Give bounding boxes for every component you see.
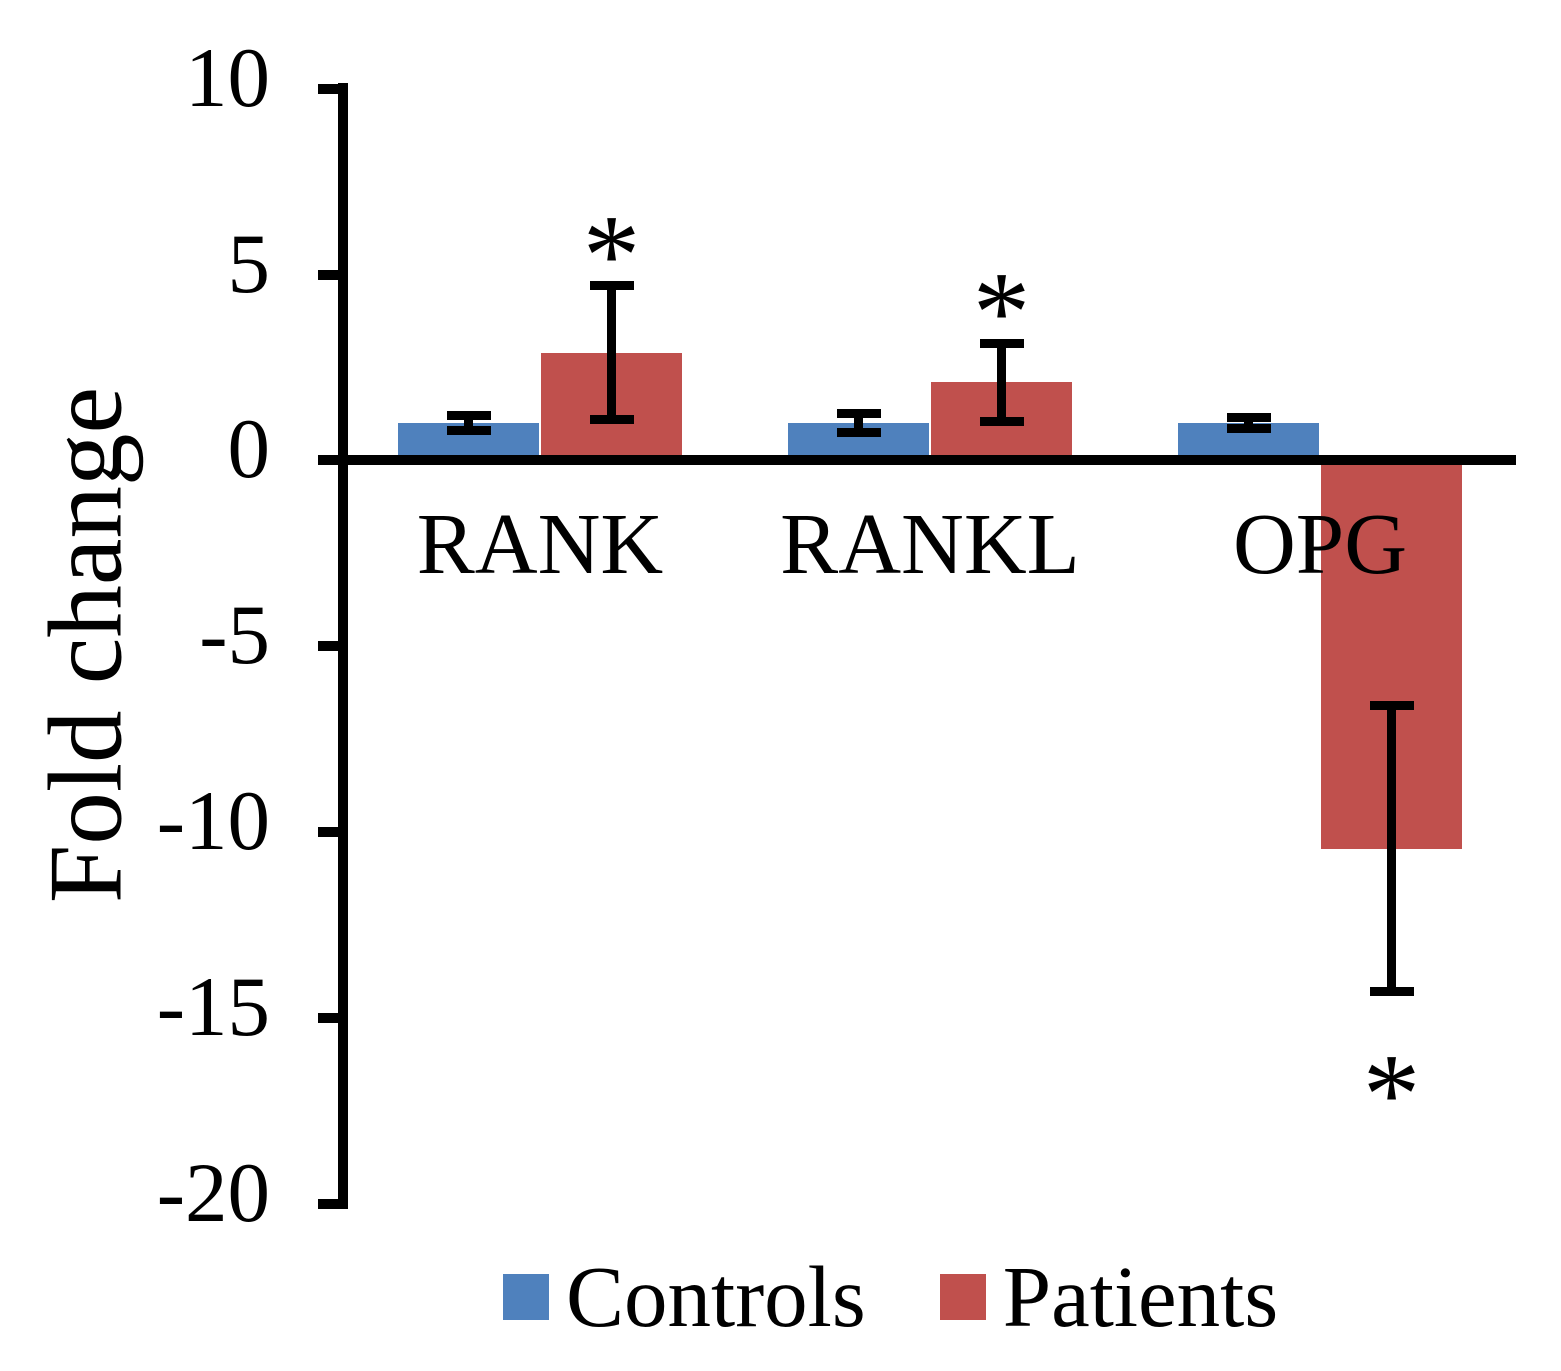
y-tick-label--20: -20 <box>156 1145 270 1240</box>
legend-label-patients: Patients <box>1002 1248 1279 1345</box>
error-bar-controls-rankl-cap-bottom <box>836 428 881 438</box>
legend-swatch-controls <box>503 1273 549 1320</box>
y-tick-10 <box>318 83 348 94</box>
y-axis-line <box>338 83 348 1208</box>
y-tick-label-0: 0 <box>227 402 271 497</box>
y-tick-5 <box>318 269 348 280</box>
category-label-opg: OPG <box>1232 495 1408 592</box>
legend-item-controls: Controls <box>503 1253 866 1340</box>
error-bar-controls-opg-line <box>1244 417 1253 429</box>
error-bar-patients-rankl-cap-bottom <box>979 416 1024 426</box>
significance-asterisk-rank: * <box>582 191 641 319</box>
error-bar-controls-rank-line <box>464 415 473 431</box>
error-bar-patients-rank-line <box>607 285 616 420</box>
error-bar-controls-rankl-line <box>854 413 863 433</box>
error-bar-controls-rankl-cap-top <box>836 409 881 419</box>
y-tick--10 <box>318 827 348 838</box>
significance-asterisk-opg: * <box>1362 1030 1421 1158</box>
legend-label-controls: Controls <box>566 1248 866 1345</box>
error-bar-patients-opg-line <box>1387 705 1396 992</box>
error-bar-controls-rank-cap-bottom <box>446 426 491 436</box>
y-tick-label--10: -10 <box>156 774 270 869</box>
y-tick-label-5: 5 <box>227 216 271 311</box>
y-tick--5 <box>318 641 348 652</box>
y-tick-label--5: -5 <box>199 588 270 683</box>
y-tick--20 <box>318 1198 348 1209</box>
error-bar-patients-rankl-line <box>997 343 1006 422</box>
error-bar-controls-opg-cap-bottom <box>1226 424 1271 434</box>
y-tick--15 <box>318 1012 348 1023</box>
error-bar-controls-opg-cap-top <box>1226 413 1271 423</box>
legend-swatch-patients <box>939 1273 986 1320</box>
y-tick-label-10: 10 <box>185 30 270 125</box>
legend-item-patients: Patients <box>939 1248 1279 1345</box>
y-tick-0 <box>318 455 348 466</box>
error-bar-patients-rank-cap-top <box>589 281 634 291</box>
error-bar-patients-rank-cap-bottom <box>589 415 634 424</box>
category-label-rankl: RANKL <box>780 495 1080 592</box>
significance-asterisk-rankl: * <box>972 249 1031 377</box>
error-bar-patients-opg-cap-bottom <box>1369 987 1414 997</box>
legend: Controls Patients <box>503 1253 1278 1340</box>
error-bar-patients-opg-cap-top <box>1369 701 1414 711</box>
y-tick-label--15: -15 <box>156 959 270 1054</box>
error-bar-controls-rank-cap-top <box>446 411 491 421</box>
x-axis-line <box>338 455 1516 465</box>
error-bar-patients-rankl-cap-top <box>979 338 1024 348</box>
category-label-rank: RANK <box>416 495 664 592</box>
